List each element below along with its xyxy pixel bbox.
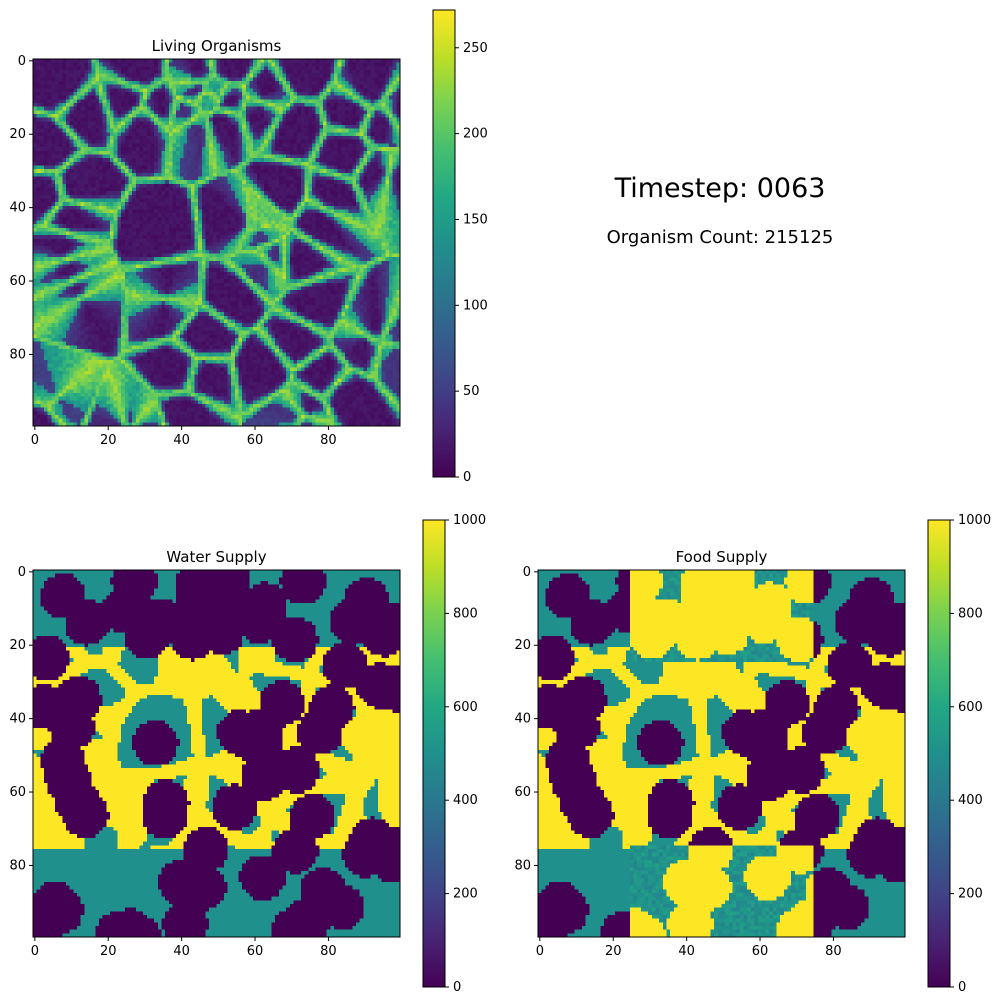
- food-supply-colorbar-tick-label: 400: [958, 793, 983, 808]
- water-supply-title: Water Supply: [166, 548, 266, 566]
- food-supply-xtick-label: 20: [605, 944, 622, 959]
- food-supply-frame: [537, 569, 906, 938]
- food-supply-heatmap: [538, 570, 905, 937]
- living-organisms-colorbar-tick-label: 100: [463, 298, 488, 313]
- water-supply-colorbar-tick-label: 400: [453, 793, 478, 808]
- water-supply-ytick-label: 40: [9, 712, 26, 727]
- food-supply-colorbar-tick-label: 200: [958, 887, 983, 902]
- living-organisms-ytick-label: 0: [18, 54, 26, 69]
- food-supply-colorbar: [927, 519, 951, 988]
- living-organisms-colorbar-tick-label: 0: [463, 470, 471, 485]
- living-organisms-xtick-label: 40: [173, 433, 190, 448]
- living-organisms-colorbar-tick-label: 50: [463, 384, 480, 399]
- timestep-label: Timestep: 0063: [614, 173, 826, 204]
- food-supply-xtick-label: 80: [825, 944, 842, 959]
- living-organisms-colorbar: [432, 9, 456, 478]
- water-supply-xtick-label: 40: [173, 944, 190, 959]
- food-supply-ytick-label: 20: [514, 638, 531, 653]
- water-supply-colorbar: [422, 519, 446, 988]
- food-supply-ytick-label: 0: [523, 565, 531, 580]
- water-supply-ytick-label: 80: [9, 858, 26, 873]
- water-supply-colorbar-tick-label: 800: [453, 606, 478, 621]
- living-organisms-frame: [32, 58, 401, 427]
- food-supply-colorbar-tick-label: 800: [958, 606, 983, 621]
- water-supply-xtick-label: 0: [31, 944, 39, 959]
- water-supply-heatmap: [33, 570, 400, 937]
- water-supply-xtick-label: 80: [320, 944, 337, 959]
- water-supply-colorbar-tick-label: 200: [453, 887, 478, 902]
- living-organisms-panel: Living Organisms 0 20 40 60 80 0 20 40 60 80 0 50 100…: [9, 9, 488, 485]
- food-supply-xtick-label: 0: [536, 944, 544, 959]
- water-supply-colorbar-tick-label: 0: [453, 980, 461, 995]
- water-supply-frame: [32, 569, 401, 938]
- living-organisms-xtick-label: 60: [247, 433, 264, 448]
- living-organisms-colorbar-tick-label: 250: [463, 41, 488, 56]
- water-supply-ytick-label: 60: [9, 785, 26, 800]
- living-organisms-heatmap: [33, 59, 400, 426]
- food-supply-xtick-label: 60: [752, 944, 769, 959]
- living-organisms-ytick-label: 60: [9, 274, 26, 289]
- living-organisms-colorbar-tick-label: 150: [463, 212, 488, 227]
- water-supply-ytick-label: 20: [9, 638, 26, 653]
- living-organisms-title: Living Organisms: [152, 37, 282, 55]
- living-organisms-xtick-label: 80: [320, 433, 337, 448]
- living-organisms-ytick-label: 80: [9, 347, 26, 362]
- living-organisms-colorbar-tick-label: 200: [463, 127, 488, 142]
- organism-count-label: Organism Count: 215125: [607, 227, 834, 248]
- food-supply-colorbar-tick-label: 0: [958, 980, 966, 995]
- living-organisms-xtick-label: 20: [100, 433, 117, 448]
- water-supply-xtick-label: 60: [247, 944, 264, 959]
- food-supply-ytick-label: 40: [514, 712, 531, 727]
- living-organisms-ytick-label: 20: [9, 127, 26, 142]
- water-supply-colorbar-tick-label: 1000: [453, 513, 486, 528]
- food-supply-colorbar-tick-label: 600: [958, 700, 983, 715]
- water-supply-colorbar-tick-label: 600: [453, 700, 478, 715]
- water-supply-xtick-label: 20: [100, 944, 117, 959]
- food-supply-xtick-label: 40: [678, 944, 695, 959]
- food-supply-colorbar-tick-label: 1000: [958, 513, 991, 528]
- food-supply-ytick-label: 60: [514, 785, 531, 800]
- food-supply-ytick-label: 80: [514, 858, 531, 873]
- water-supply-ytick-label: 0: [18, 565, 26, 580]
- living-organisms-ytick-label: 40: [9, 201, 26, 216]
- living-organisms-xtick-label: 0: [31, 433, 39, 448]
- food-supply-title: Food Supply: [676, 548, 768, 566]
